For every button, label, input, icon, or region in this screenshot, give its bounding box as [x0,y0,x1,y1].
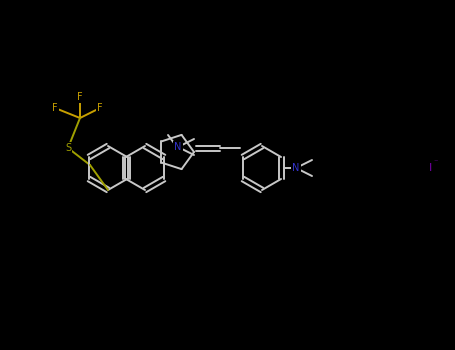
Text: S: S [65,143,71,153]
Text: ⁻: ⁻ [434,158,438,167]
Text: F: F [97,103,103,113]
Text: N: N [292,163,300,173]
Text: F: F [52,103,58,113]
Text: F: F [77,92,83,102]
Text: N: N [174,142,182,152]
Text: I: I [428,163,432,173]
